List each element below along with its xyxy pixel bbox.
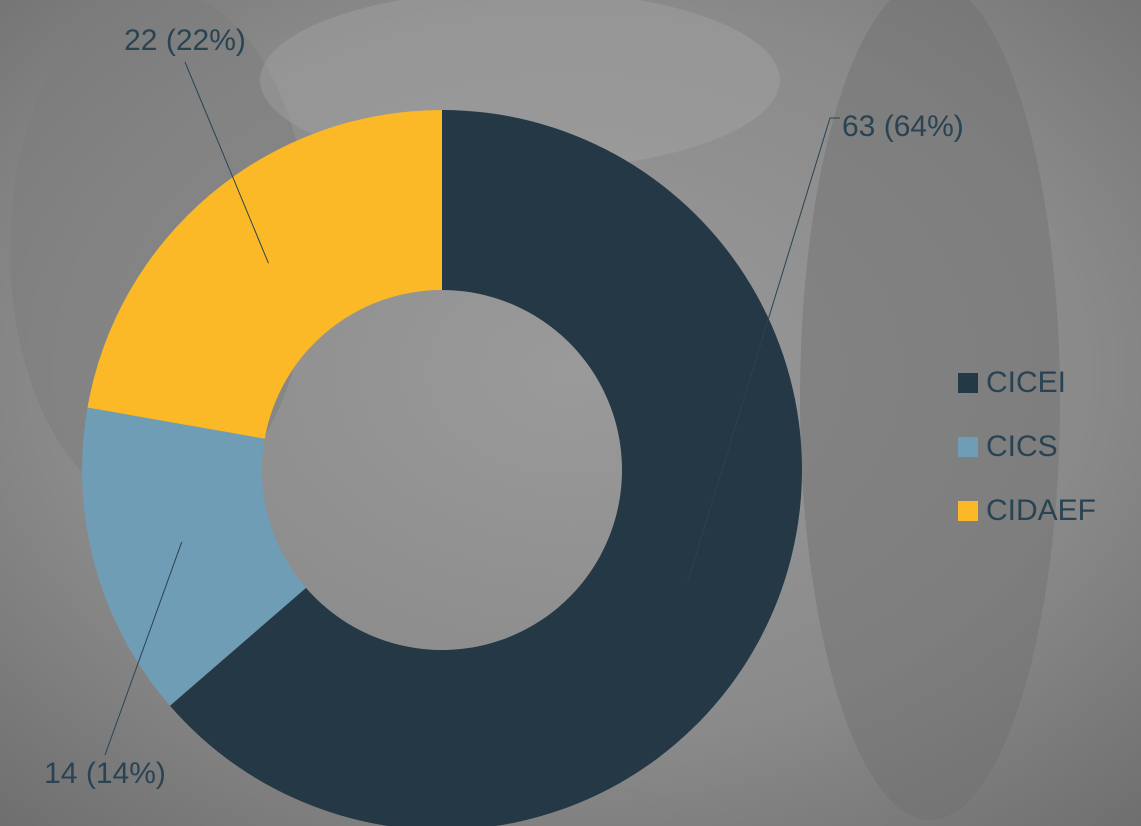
legend-label: CIDAEF [986,494,1096,527]
legend-label: CICEI [986,366,1066,399]
background-shape [800,0,1060,820]
legend-swatch [958,373,978,393]
data-label: 63 (64%) [842,110,964,143]
leader-line [687,117,840,583]
data-label: 14 (14%) [44,757,166,790]
data-label: 22 (22%) [124,24,246,57]
leader-line [184,61,269,264]
donut-slice [81,407,306,706]
plot: 63 (64%) 14 (14%) 22 (22%) CICEI CICS CIDAEF [44,24,1096,826]
leader-line [104,541,183,756]
donut-slice [169,110,802,826]
donut-slice [87,110,442,439]
legend-swatch [958,437,978,457]
legend-swatch [958,501,978,521]
legend-label: CICS [986,430,1058,463]
